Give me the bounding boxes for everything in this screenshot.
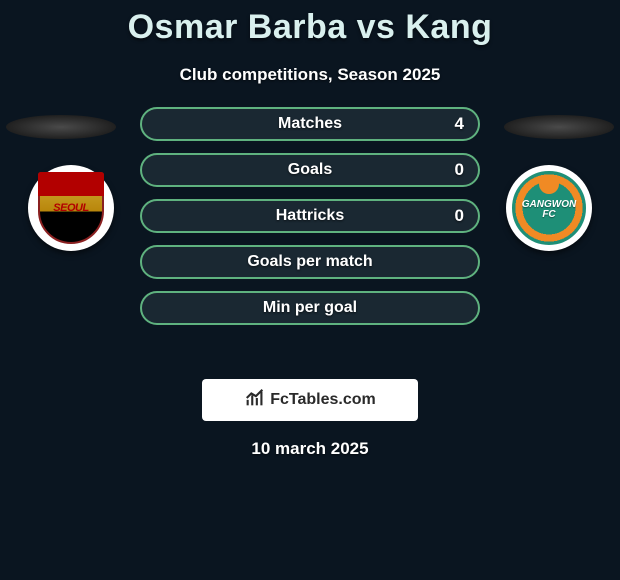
- stat-label: Matches: [278, 115, 342, 133]
- stat-bars: Matches 4 Goals 0 Hattricks 0 Goals per match M…: [140, 107, 480, 337]
- stat-label: Hattricks: [276, 207, 344, 225]
- club-logo-right: [506, 165, 592, 251]
- stat-bar: Goals per match: [140, 245, 480, 279]
- attribution-badge: FcTables.com: [202, 379, 418, 421]
- stat-bar: Goals 0: [140, 153, 480, 187]
- seoul-crest-icon: [38, 172, 104, 244]
- gangwon-crest-icon: [512, 171, 586, 245]
- stat-bar: Hattricks 0: [140, 199, 480, 233]
- subtitle: Club competitions, Season 2025: [0, 65, 620, 85]
- stat-value-right: 0: [455, 160, 464, 180]
- stat-label: Goals per match: [247, 253, 372, 271]
- comparison-panel: Matches 4 Goals 0 Hattricks 0 Goals per match M…: [0, 107, 620, 367]
- stat-label: Min per goal: [263, 299, 357, 317]
- date-label: 10 march 2025: [0, 439, 620, 459]
- stat-label: Goals: [288, 161, 332, 179]
- stat-value-right: 0: [455, 206, 464, 226]
- shadow-oval-left: [6, 115, 116, 139]
- shadow-oval-right: [504, 115, 614, 139]
- page-title: Osmar Barba vs Kang: [0, 0, 620, 47]
- stat-bar: Matches 4: [140, 107, 480, 141]
- bar-chart-icon: [244, 387, 266, 414]
- stat-bar: Min per goal: [140, 291, 480, 325]
- club-logo-left: [28, 165, 114, 251]
- attribution-text: FcTables.com: [270, 391, 376, 409]
- stat-value-right: 4: [455, 114, 464, 134]
